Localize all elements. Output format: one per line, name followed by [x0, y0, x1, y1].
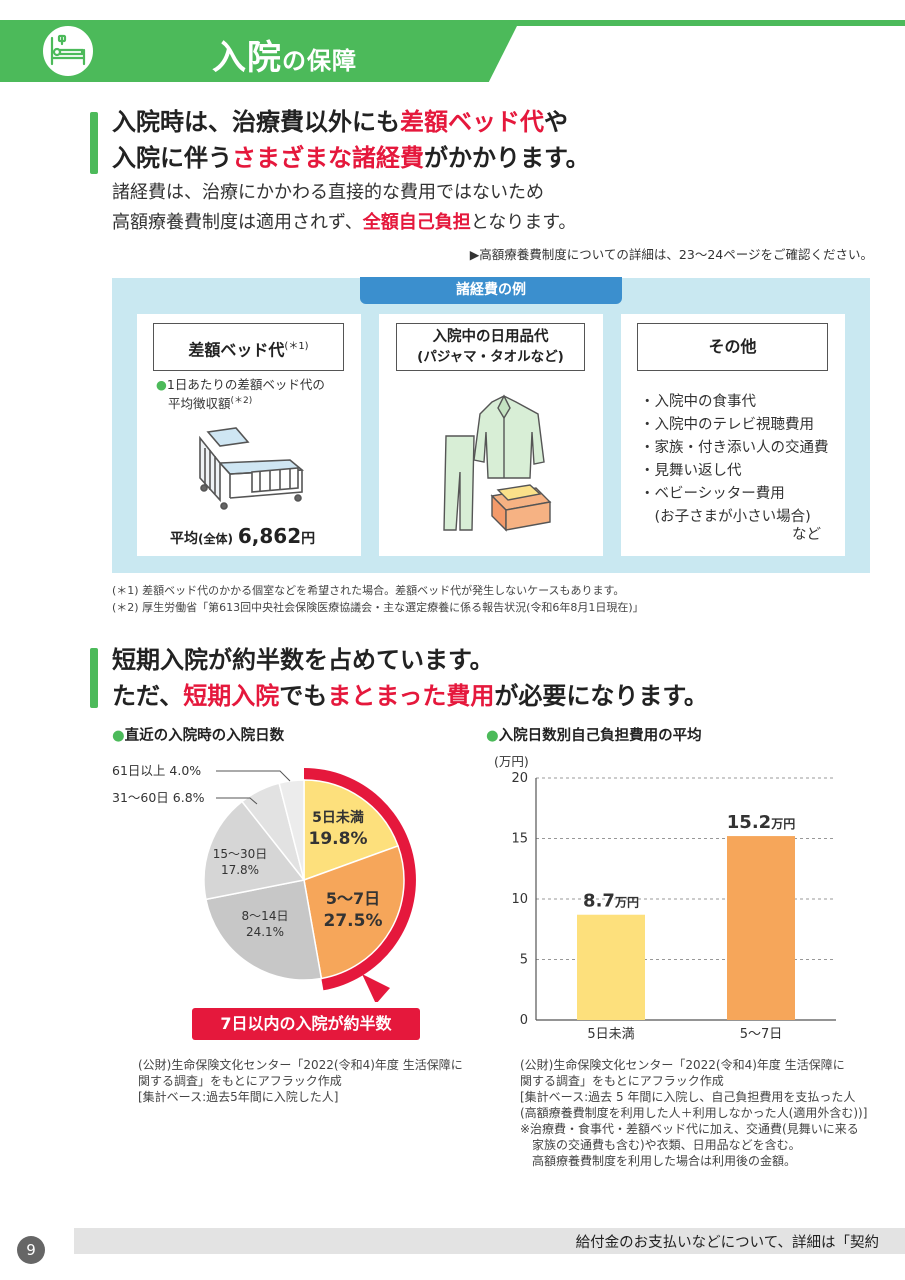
bar-value-label: 15.2万円 — [727, 812, 795, 833]
section-marker — [90, 112, 98, 174]
pie-label-over61: 61日以上 4.0% — [112, 763, 201, 778]
pie-value-5to7: 27.5% — [324, 911, 383, 931]
card1-title: 差額ベッド代(＊1) — [153, 323, 344, 371]
list-item: ・入院中のテレビ視聴費用 — [640, 417, 814, 433]
bar-chart-label: ●入院日数別自己負担費用の平均 — [486, 728, 702, 744]
pie-label-31to60: 31〜60日 6.8% — [112, 790, 205, 805]
y-tick-label: 10 — [511, 892, 528, 907]
pie-label-8to14: 8〜14日 — [242, 909, 289, 923]
half-badge: 7日以内の入院が約半数 — [192, 1008, 420, 1040]
hospital-days-pie-chart: 61日以上 4.0% 31〜60日 6.8% 15〜30日 17.8% 8〜14… — [112, 763, 416, 1002]
list-item: (お子さまが小さい場合) — [640, 509, 811, 525]
hospital-bed-icon — [40, 23, 96, 79]
list-item: ・家族・付き添い人の交通費 — [640, 440, 829, 456]
page-title: 入院の保障 — [212, 38, 357, 78]
card2-title: 入院中の日用品代 (パジャマ・タオルなど) — [396, 323, 585, 371]
pie-slice-15to30 — [203, 800, 306, 901]
pie-slice-under5 — [303, 779, 399, 882]
footer-bar — [74, 1228, 905, 1254]
section1-body: 諸経費は、治療にかかわる直接的な費用ではないため 高額療養費制度は適用されず、全… — [112, 182, 577, 233]
y-tick-label: 15 — [511, 832, 528, 847]
pie-chart-label: ●直近の入院時の入院日数 — [112, 728, 285, 744]
x-tick-label: 5日未満 — [587, 1027, 634, 1042]
y-axis-label: (万円) — [494, 754, 529, 769]
section2-heading: 短期入院が約半数を占めています。 ただ、短期入院でもまとまった費用が必要になりま… — [112, 646, 708, 710]
page-number: 9 — [17, 1236, 45, 1264]
reference-link[interactable]: ▶高額療養費制度についての詳細は、23〜24ページをご確認ください。 — [469, 247, 873, 262]
pajama-towel-illustration — [443, 394, 552, 532]
other-expenses-list: ・入院中の食事代 ・入院中のテレビ視聴費用 ・家族・付き添い人の交通費 ・見舞い… — [640, 391, 829, 529]
cost-bar-chart: (万円) 0 5 10 15 20 8.7万円 5日未満 15.2万円 5〜7日 — [494, 754, 836, 1042]
y-tick-label: 5 — [520, 953, 528, 968]
pie-slice-5to7 — [303, 844, 405, 980]
bar — [577, 914, 645, 1020]
pie-slice-over61 — [278, 779, 305, 881]
pie-slice-8to14 — [205, 879, 323, 981]
y-tick-label: 20 — [511, 771, 528, 786]
section1-heading: 入院時は、治療費以外にも差額ベッド代や 入院に伴うさまざまな諸経費がかかります。 — [112, 108, 590, 172]
other-etc: など — [792, 527, 821, 543]
bar-source: (公財)生命保険文化センター「2022(令和4)年度 生活保障に 関する調査」を… — [520, 1058, 868, 1168]
list-item: ・入院中の食事代 — [640, 394, 756, 410]
panel-tag: 諸経費の例 — [360, 277, 622, 304]
y-tick-label: 0 — [520, 1013, 528, 1028]
pie-value-8to14: 24.1% — [246, 925, 284, 939]
pie-source: (公財)生命保険文化センター「2022(令和4)年度 生活保障に 関する調査」を… — [138, 1058, 463, 1104]
footnotes: (＊1) 差額ベッド代のかかる個室などを希望された場合。差額ベッド代が発生しない… — [112, 584, 644, 614]
list-item: ・ベビーシッター費用 — [640, 486, 785, 502]
pie-label-under5: 5日未満 — [312, 809, 364, 826]
card1-note: ●1日あたりの差額ベッド代の 平均徴収額(＊2) — [156, 377, 325, 412]
pie-value-under5: 19.8% — [309, 829, 368, 849]
card3-title: その他 — [637, 323, 828, 371]
pie-label-15to30: 15〜30日 — [213, 847, 268, 861]
pie-value-15to30: 17.8% — [221, 863, 259, 877]
bed-fee-average: 平均(全体) 6,862円 — [170, 524, 316, 548]
pie-label-5to7: 5〜7日 — [326, 889, 380, 908]
bar — [727, 836, 795, 1020]
list-item: ・見舞い返し代 — [640, 463, 742, 479]
section-marker — [90, 648, 98, 708]
hospital-bed-illustration — [199, 427, 305, 510]
x-tick-label: 5〜7日 — [740, 1027, 783, 1042]
bar-value-label: 8.7万円 — [583, 891, 639, 912]
footer-text: 給付金のお支払いなどについて、詳細は「契約 — [575, 1235, 879, 1251]
